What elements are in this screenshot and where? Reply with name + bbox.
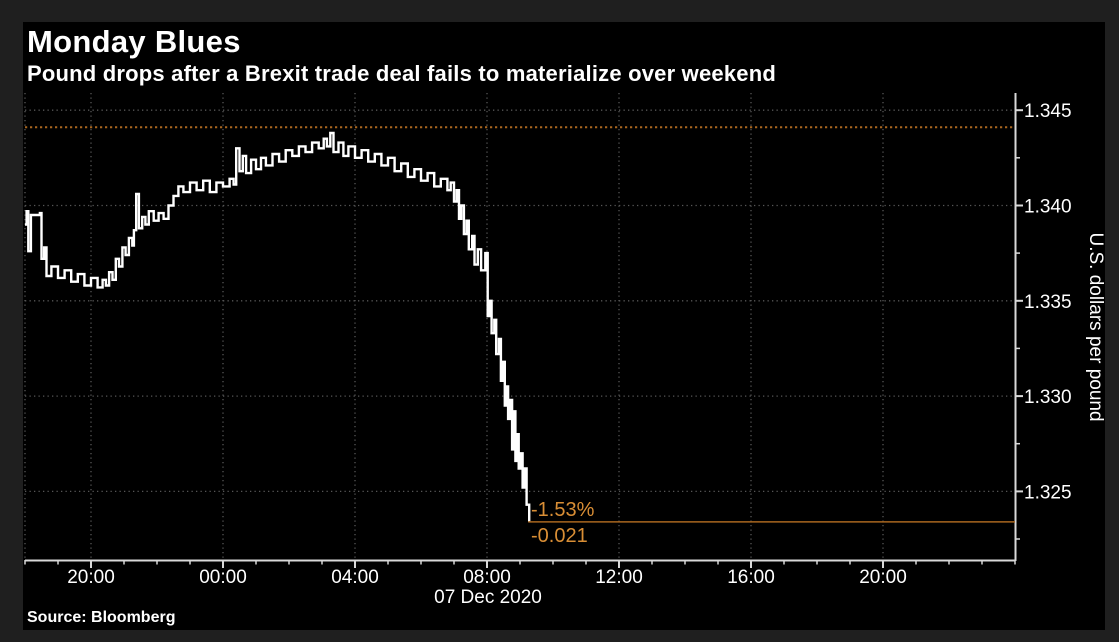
- axes: [24, 93, 1023, 568]
- axis-tick-labels: 20:00 00:00 04:00 08:00 12:00 16:00 20:00 1.345…: [67, 101, 1071, 588]
- y-tick-label: 1.335: [1024, 292, 1072, 313]
- source-credit: Source: Bloomberg: [27, 609, 176, 626]
- x-tick-label: 20:00: [67, 567, 115, 588]
- x-tick-label: 20:00: [859, 567, 907, 588]
- y-tick-label: 1.340: [1024, 197, 1072, 218]
- y-axis-title: U.S. dollars per pound: [1085, 232, 1106, 421]
- price-series-line: [25, 131, 531, 522]
- x-axis-date-label: 07 Dec 2020: [434, 587, 542, 608]
- x-tick-label: 16:00: [727, 567, 775, 588]
- chart-subtitle: Pound drops after a Brexit trade deal fa…: [27, 61, 776, 86]
- x-tick-label: 04:00: [331, 567, 379, 588]
- gridlines: [24, 93, 1015, 560]
- y-tick-label: 1.345: [1024, 101, 1072, 122]
- x-tick-label: 00:00: [199, 567, 247, 588]
- percent-change-label: -1.53%: [531, 499, 595, 521]
- absolute-change-label: -0.021: [531, 525, 588, 547]
- x-tick-label: 08:00: [463, 567, 511, 588]
- chart-title: Monday Blues: [27, 24, 241, 59]
- y-tick-label: 1.325: [1024, 482, 1072, 503]
- x-tick-label: 12:00: [595, 567, 643, 588]
- y-tick-label: 1.330: [1024, 387, 1072, 408]
- chart-panel: [23, 22, 1105, 630]
